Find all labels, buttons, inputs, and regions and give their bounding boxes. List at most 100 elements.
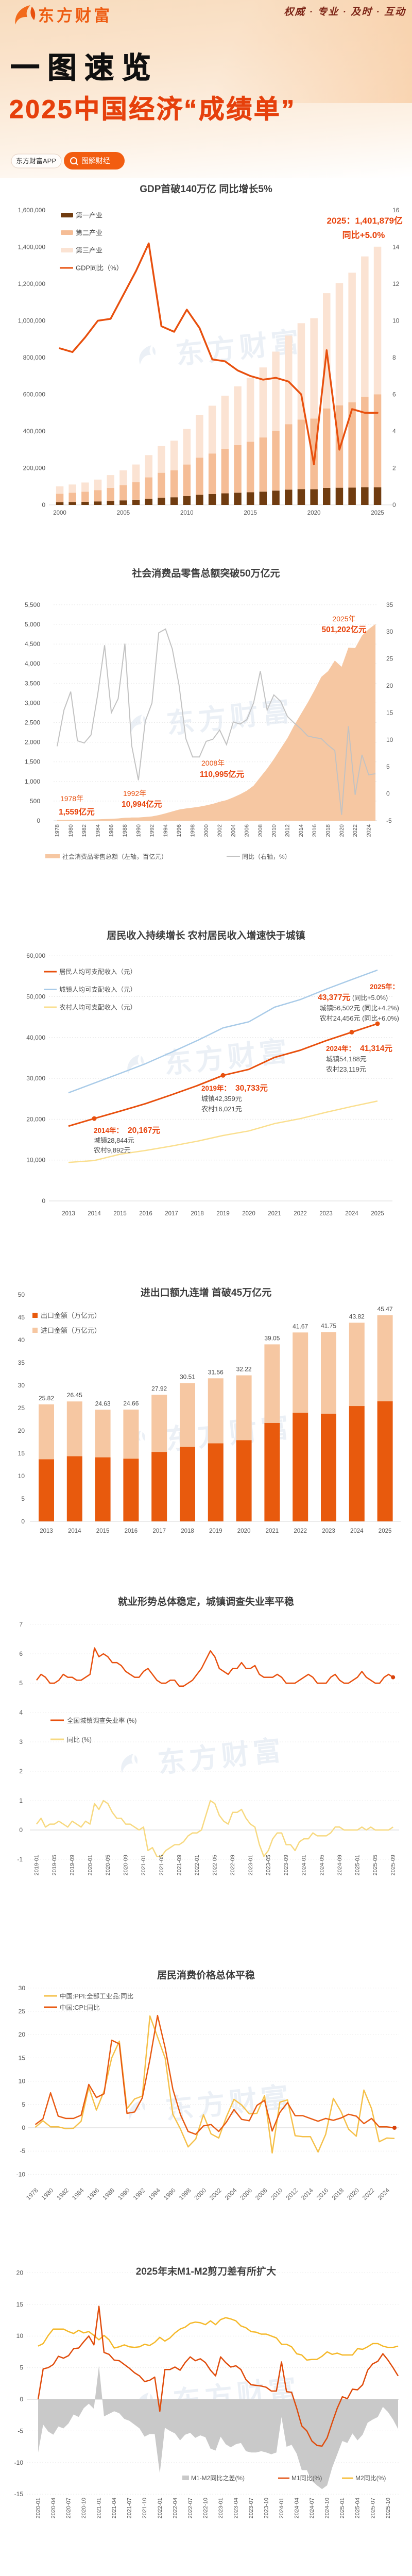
svg-text:0: 0	[20, 2396, 23, 2403]
svg-text:2019: 2019	[209, 1528, 222, 1534]
svg-text:40,000: 40,000	[26, 1034, 45, 1041]
svg-text:43.82: 43.82	[349, 1313, 365, 1320]
svg-text:16: 16	[392, 207, 400, 214]
svg-text:同比 (%): 同比 (%)	[67, 1736, 92, 1743]
svg-text:25: 25	[386, 655, 393, 663]
svg-text:15: 15	[386, 709, 393, 716]
svg-text:800,000: 800,000	[23, 354, 46, 361]
svg-text:26.45: 26.45	[67, 1392, 82, 1399]
svg-text:全国城镇调查失业率 (%): 全国城镇调查失业率 (%)	[67, 1717, 136, 1724]
svg-text:东方财富: 东方财富	[164, 2081, 294, 2126]
svg-text:同比+5.0%: 同比+5.0%	[342, 230, 385, 240]
svg-text:2016: 2016	[139, 1211, 152, 1217]
svg-text:2025-04: 2025-04	[355, 2498, 361, 2518]
svg-text:GDP同比（%）: GDP同比（%）	[76, 264, 123, 272]
svg-text:2008年: 2008年	[201, 759, 225, 767]
svg-text:24.66: 24.66	[123, 1400, 139, 1407]
svg-text:2024-01: 2024-01	[301, 1855, 307, 1875]
svg-text:2022: 2022	[294, 1528, 307, 1534]
svg-text:43,377元: 43,377元	[318, 993, 350, 1002]
svg-text:-5: -5	[18, 2427, 23, 2434]
svg-text:5: 5	[19, 1680, 23, 1687]
svg-text:图解财经: 图解财经	[81, 157, 110, 165]
svg-text:1992: 1992	[132, 2187, 147, 2201]
svg-text:2016: 2016	[315, 2187, 330, 2201]
svg-text:2,000: 2,000	[25, 739, 40, 746]
svg-text:1994: 1994	[163, 824, 169, 837]
svg-text:中国:CPI:同比: 中国:CPI:同比	[60, 2004, 100, 2011]
svg-text:25: 25	[18, 1404, 25, 1412]
svg-text:2025: 2025	[379, 1528, 392, 1534]
svg-text:2025-10: 2025-10	[385, 2498, 391, 2518]
svg-text:39.05: 39.05	[264, 1334, 280, 1342]
svg-text:2023-01: 2023-01	[218, 2498, 224, 2518]
svg-text:30: 30	[386, 628, 393, 635]
svg-text:2020-01: 2020-01	[36, 2498, 42, 2518]
svg-text:2008: 2008	[258, 824, 264, 837]
svg-text:农村16,021元: 农村16,021元	[201, 1105, 242, 1113]
svg-text:2004: 2004	[224, 2187, 238, 2201]
svg-text:1,559亿元: 1,559亿元	[59, 807, 95, 817]
svg-text:27.92: 27.92	[151, 1385, 167, 1392]
svg-text:1: 1	[19, 1797, 23, 1804]
svg-text:2006: 2006	[244, 824, 250, 837]
svg-text:居民收入持续增长 农村居民收入增速快于城镇: 居民收入持续增长 农村居民收入增速快于城镇	[107, 929, 305, 941]
svg-text:2,500: 2,500	[25, 719, 40, 726]
svg-text:1990: 1990	[135, 824, 142, 837]
svg-text:2018: 2018	[181, 1528, 194, 1534]
svg-text:5: 5	[386, 763, 390, 770]
svg-text:1996: 1996	[162, 2187, 177, 2201]
svg-text:2022-05: 2022-05	[212, 1855, 218, 1875]
svg-text:1998: 1998	[178, 2187, 193, 2201]
svg-text:2023-04: 2023-04	[233, 2498, 239, 2518]
svg-text:10: 10	[18, 1472, 25, 1480]
svg-text:东方财富APP: 东方财富APP	[16, 157, 56, 165]
svg-text:2023-10: 2023-10	[264, 2498, 270, 2518]
svg-text:2019年：: 2019年：	[201, 1084, 231, 1092]
svg-text:2025年: 2025年	[332, 615, 355, 623]
svg-text:-5: -5	[386, 817, 392, 824]
svg-text:2020-07: 2020-07	[66, 2498, 72, 2518]
svg-text:2015: 2015	[113, 1211, 127, 1217]
svg-text:2020: 2020	[242, 1211, 255, 1217]
svg-text:400,000: 400,000	[23, 428, 46, 435]
svg-text:1984: 1984	[95, 824, 101, 837]
svg-text:30,000: 30,000	[26, 1075, 45, 1082]
svg-text:24.63: 24.63	[95, 1400, 111, 1407]
svg-text:中国:PPI:全部工业品:同比: 中国:PPI:全部工业品:同比	[60, 1992, 133, 2000]
svg-text:2022: 2022	[294, 1211, 307, 1217]
svg-text:1984: 1984	[71, 2187, 85, 2201]
svg-text:35: 35	[386, 601, 393, 608]
svg-text:2012: 2012	[284, 2187, 299, 2201]
svg-text:30: 30	[18, 1382, 25, 1389]
svg-text:200,000: 200,000	[23, 465, 46, 472]
svg-text:2024-01: 2024-01	[279, 2498, 285, 2518]
svg-text:2024-04: 2024-04	[294, 2498, 300, 2518]
svg-text:M2同比(%): M2同比(%)	[355, 2475, 386, 2482]
svg-text:第一产业: 第一产业	[76, 212, 102, 219]
svg-text:-15: -15	[14, 2490, 24, 2498]
svg-text:1,200,000: 1,200,000	[18, 280, 46, 287]
svg-text:城镇56,502元 (同比+4.2%): 城镇56,502元 (同比+4.2%)	[320, 1004, 399, 1012]
svg-text:12: 12	[392, 280, 400, 287]
svg-text:2025-01: 2025-01	[339, 2498, 346, 2518]
svg-text:20,000: 20,000	[26, 1115, 45, 1123]
svg-text:20,167元: 20,167元	[128, 1126, 160, 1135]
svg-text:2025中国经济“成绩单”: 2025中国经济“成绩单”	[9, 95, 296, 124]
svg-text:2025: 2025	[371, 1211, 384, 1217]
svg-text:2000: 2000	[203, 824, 210, 837]
svg-text:1990: 1990	[116, 2187, 131, 2201]
svg-text:1994: 1994	[147, 2187, 162, 2201]
svg-text:30.51: 30.51	[180, 1374, 195, 1381]
svg-text:2020-09: 2020-09	[123, 1855, 129, 1875]
svg-text:0: 0	[21, 1518, 25, 1525]
svg-text:2016: 2016	[312, 824, 318, 837]
svg-text:2024-07: 2024-07	[309, 2498, 315, 2518]
svg-text:20: 20	[18, 1427, 25, 1434]
svg-text:4,000: 4,000	[25, 660, 40, 667]
svg-text:2022-01: 2022-01	[194, 1855, 200, 1875]
svg-text:1978: 1978	[55, 824, 61, 837]
svg-text:0: 0	[386, 790, 390, 798]
svg-text:2006: 2006	[238, 2187, 253, 2201]
svg-text:1992年: 1992年	[123, 789, 146, 798]
